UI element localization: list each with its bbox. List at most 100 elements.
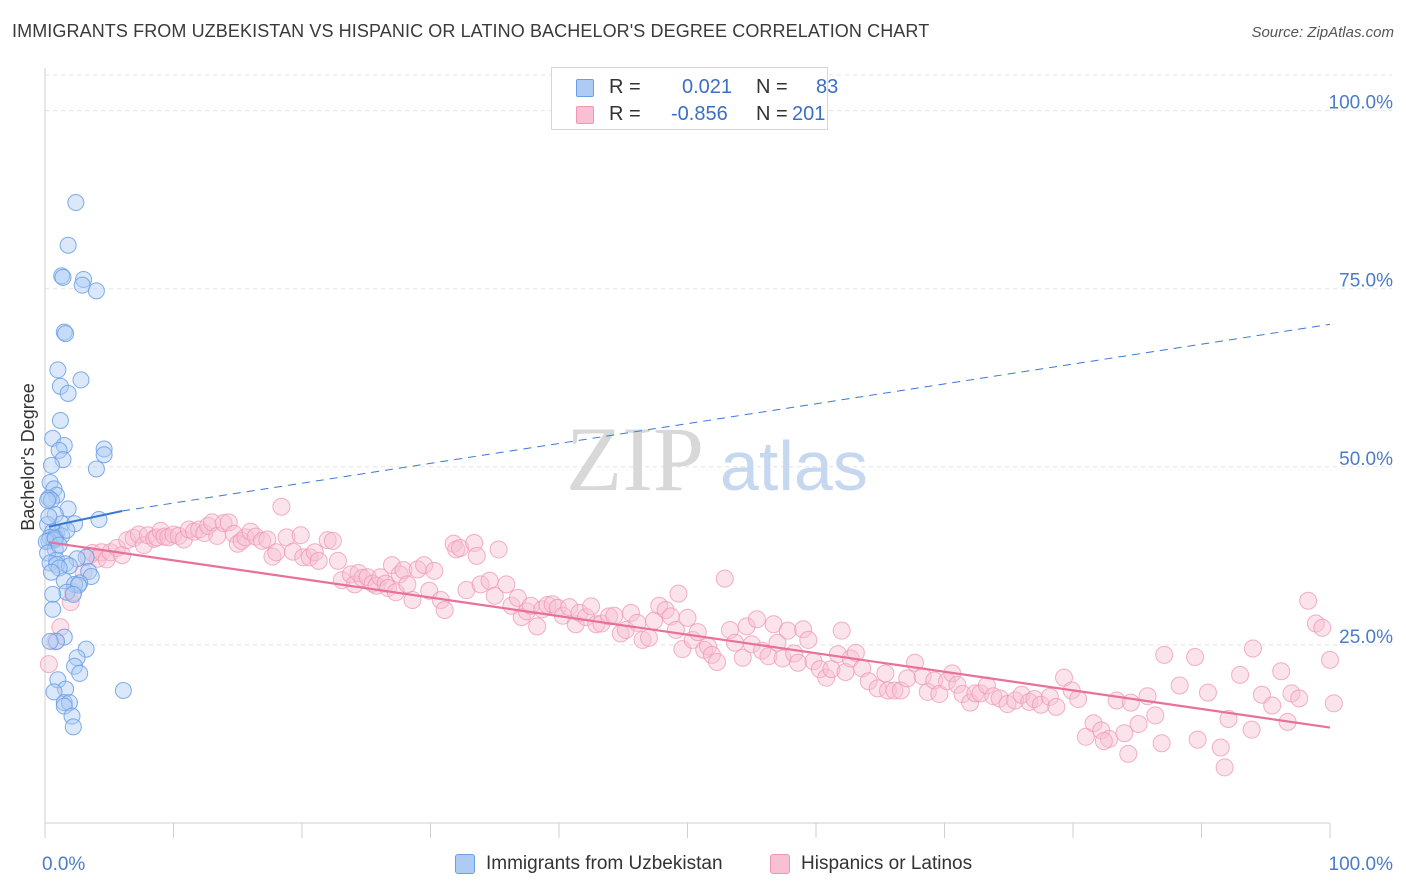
data-point-hispanic [1215,758,1234,777]
data-point-uzbekistan [45,683,63,701]
data-point-hispanic [822,660,841,679]
data-point-hispanic [467,546,486,565]
data-point-uzbekistan [51,412,69,430]
data-point-hispanic [415,556,434,575]
data-point-uzbekistan [42,456,60,474]
legend-item-hispanic: Hispanics or Latinos [770,852,1010,878]
data-point-hispanic [1231,665,1250,684]
data-point-hispanic [1121,693,1140,712]
data-point-hispanic [1084,714,1103,733]
data-point-uzbekistan [50,559,68,577]
data-point-hispanic [1155,645,1174,664]
data-point-hispanic [1188,730,1207,749]
trend-line-uzbekistan-dashed [122,323,1331,512]
data-point-hispanic [1243,639,1262,658]
data-point-hispanic [51,618,70,637]
data-point-hispanic [480,571,499,590]
data-point-hispanic [560,598,579,617]
data-point-hispanic [1040,687,1059,706]
x-tick-label-max: 100.0% [1329,854,1394,875]
data-point-hispanic [1321,650,1339,669]
data-point-uzbekistan [77,640,95,658]
data-point-hispanic [435,600,454,619]
data-point-hispanic [747,610,766,629]
data-point-uzbekistan [55,436,73,454]
legend-row-uzbekistan: R = 0.021 N = 83 [576,74,838,102]
legend-swatch-blue [455,854,475,874]
x-tick-label-min: 0.0% [42,854,85,875]
series-hispanic-points [39,497,1343,777]
data-point-uzbekistan [73,276,91,294]
data-point-uzbekistan [57,325,75,343]
data-point-hispanic [1115,724,1134,743]
data-point-hispanic [778,621,797,640]
watermark-atlas: atlas [720,427,868,505]
data-point-hispanic [789,653,808,672]
data-point-uzbekistan [67,194,85,212]
data-point-hispanic [471,575,490,594]
data-point-hispanic [284,542,303,561]
data-point-uzbekistan [59,500,77,518]
data-point-hispanic [328,551,347,570]
data-point-hispanic [794,620,813,639]
chart-title: IMMIGRANTS FROM UZBEKISTAN VS HISPANIC O… [12,21,930,41]
data-point-uzbekistan [72,371,90,389]
data-point-hispanic [918,682,937,701]
data-point-hispanic [497,575,516,594]
data-point-hispanic [1219,709,1238,728]
data-point-hispanic [639,628,658,647]
legend-n-label: N = [756,103,788,125]
data-point-hispanic [46,632,65,651]
data-point-hispanic [799,630,818,649]
data-point-hispanic [984,687,1003,706]
data-point-uzbekistan [44,600,62,618]
data-point-hispanic [1076,727,1095,746]
data-point-hispanic [715,569,734,588]
data-point-uzbekistan [63,707,81,725]
data-point-hispanic [1020,692,1039,711]
data-point-hispanic [961,693,980,712]
data-point-hispanic [582,597,601,616]
data-point-uzbekistan [59,236,77,254]
data-point-hispanic [948,675,967,694]
data-point-uzbekistan [95,440,113,458]
data-point-uzbekistan [42,491,60,509]
data-point-hispanic [1031,695,1050,714]
data-point-hispanic [267,543,286,562]
data-point-hispanic [1242,720,1261,739]
data-point-hispanic [1263,696,1282,715]
watermark: ZIP atlas [566,408,868,510]
data-point-hispanic [669,584,688,603]
data-point-hispanic [1313,618,1332,637]
legend-r-label: R = [609,103,641,125]
data-point-uzbekistan [50,441,68,459]
y-tick-label: 50.0% [1339,449,1393,470]
data-point-uzbekistan [87,460,105,478]
trend-line-hispanic [48,541,1331,729]
legend-swatch-blue [576,79,594,97]
data-point-hispanic [309,551,328,570]
data-point-hispanic [1047,697,1066,716]
data-point-hispanic [678,608,697,627]
data-point-hispanic [1324,694,1343,713]
data-point-hispanic [605,606,624,625]
legend-swatch-pink [770,854,790,874]
data-point-uzbekistan [114,681,132,699]
data-point-hispanic [489,540,508,559]
data-point-uzbekistan [40,508,58,526]
data-point-hispanic [876,664,895,683]
legend-item-uzbekistan: Immigrants from Uzbekistan [455,852,755,878]
data-point-hispanic [39,655,58,674]
source-label: Source: ZipAtlas.com [1251,24,1394,41]
legend-r-label: R = [609,76,641,98]
data-point-hispanic [733,648,752,667]
data-point-uzbekistan [77,548,95,566]
data-point-hispanic [633,630,652,649]
data-point-hispanic [398,575,417,594]
trend-lines [48,323,1331,729]
data-point-hispanic [305,543,324,562]
data-point-uzbekistan [60,557,78,575]
data-point-hispanic [294,548,313,567]
data-point-hispanic [291,526,310,545]
